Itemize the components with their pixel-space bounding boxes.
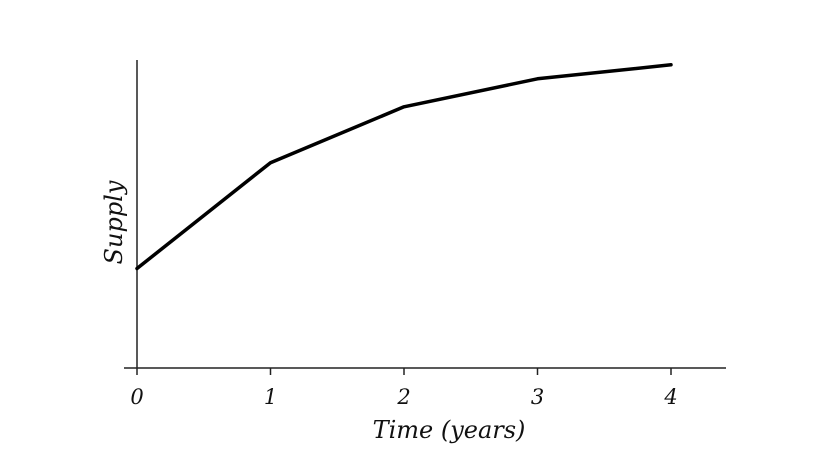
x-tick-label: 1 [264,385,277,409]
x-tick-label: 0 [130,385,143,409]
y-axis-label: Supply [100,180,128,264]
x-tick-labels: 0 1 2 3 4 [130,385,677,409]
x-axis-label: Time (years) [373,416,526,444]
x-ticks [136,368,672,375]
x-tick-label: 2 [396,385,410,409]
x-tick-label: 4 [663,385,677,409]
x-tick-label: 3 [531,385,544,409]
supply-series-line [135,63,673,271]
